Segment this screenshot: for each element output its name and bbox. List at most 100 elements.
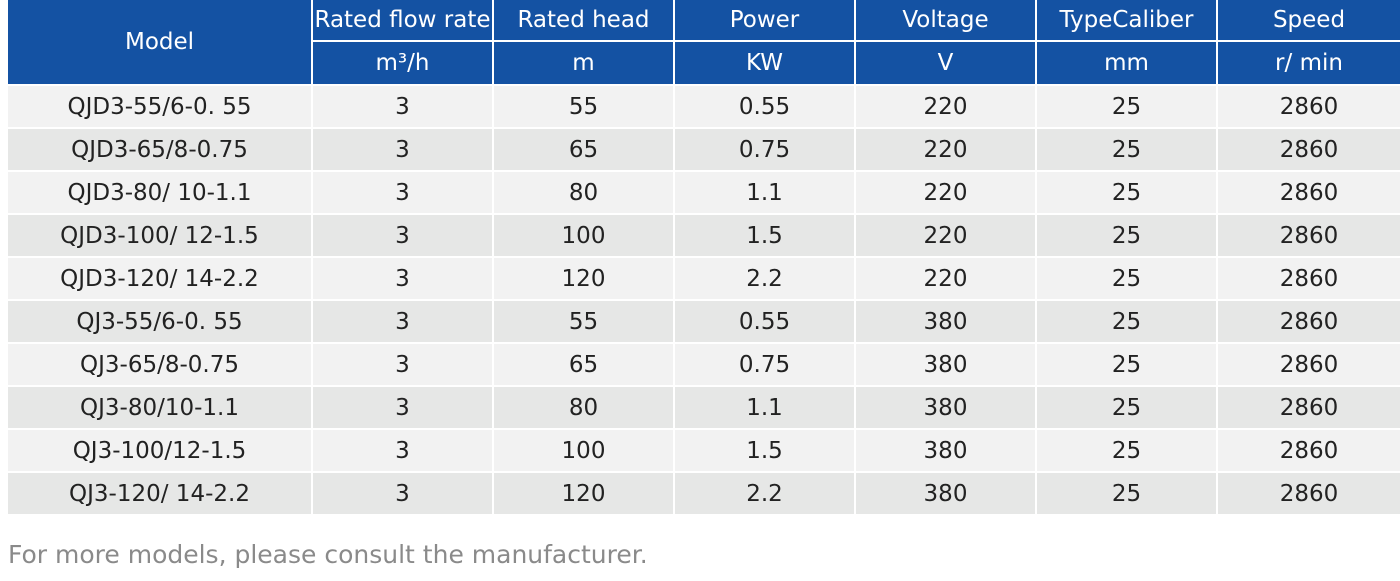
cell-caliber: 25	[1036, 300, 1218, 344]
cell-power: 0.55	[674, 300, 856, 344]
header-rated-head: Rated head	[493, 0, 675, 42]
cell-caliber: 25	[1036, 214, 1218, 258]
cell-speed: 2860	[1217, 300, 1400, 344]
cell-model: QJD3-100/ 12-1.5	[8, 214, 313, 258]
cell-power: 1.5	[674, 429, 856, 473]
cell-head: 55	[493, 300, 675, 344]
cell-speed: 2860	[1217, 429, 1400, 473]
cell-voltage: 220	[855, 214, 1037, 258]
header-type-caliber: TypeCaliber	[1036, 0, 1218, 42]
cell-flow-rate: 3	[312, 472, 494, 516]
cell-voltage: 380	[855, 472, 1037, 516]
table-row: QJD3-65/8-0.75 3 65 0.75 220 25 2860	[8, 128, 1400, 172]
header-speed: Speed	[1217, 0, 1400, 42]
cell-head: 100	[493, 214, 675, 258]
cell-head: 120	[493, 257, 675, 301]
cell-voltage: 220	[855, 257, 1037, 301]
cell-head: 80	[493, 386, 675, 430]
cell-flow-rate: 3	[312, 214, 494, 258]
cell-caliber: 25	[1036, 257, 1218, 301]
unit-voltage: V	[855, 41, 1037, 86]
cell-head: 55	[493, 85, 675, 129]
cell-power: 2.2	[674, 472, 856, 516]
cell-power: 1.1	[674, 171, 856, 215]
header-model: Model	[8, 0, 313, 86]
cell-power: 1.1	[674, 386, 856, 430]
table-row: QJD3-80/ 10-1.1 3 80 1.1 220 25 2860	[8, 171, 1400, 215]
cell-model: QJ3-100/12-1.5	[8, 429, 313, 473]
cell-power: 0.75	[674, 343, 856, 387]
cell-caliber: 25	[1036, 386, 1218, 430]
unit-flow-rate: m³/h	[312, 41, 494, 86]
unit-head: m	[493, 41, 675, 86]
table-row: QJD3-55/6-0. 55 3 55 0.55 220 25 2860	[8, 85, 1400, 129]
header-row-units: m³/h m KW V mm r/ min	[8, 41, 1400, 86]
table-row: QJD3-100/ 12-1.5 3 100 1.5 220 25 2860	[8, 214, 1400, 258]
cell-voltage: 220	[855, 85, 1037, 129]
cell-speed: 2860	[1217, 171, 1400, 215]
table-row: QJ3-100/12-1.5 3 100 1.5 380 25 2860	[8, 429, 1400, 473]
cell-head: 80	[493, 171, 675, 215]
cell-voltage: 380	[855, 386, 1037, 430]
cell-flow-rate: 3	[312, 128, 494, 172]
cell-caliber: 25	[1036, 171, 1218, 215]
cell-head: 100	[493, 429, 675, 473]
cell-model: QJD3-65/8-0.75	[8, 128, 313, 172]
cell-head: 120	[493, 472, 675, 516]
header-rated-flow-rate: Rated flow rate	[312, 0, 494, 42]
cell-voltage: 220	[855, 128, 1037, 172]
table-row: QJ3-80/10-1.1 3 80 1.1 380 25 2860	[8, 386, 1400, 430]
cell-voltage: 380	[855, 429, 1037, 473]
table-body: QJD3-55/6-0. 55 3 55 0.55 220 25 2860 QJD3-65/8…	[8, 85, 1400, 516]
header-voltage: Voltage	[855, 0, 1037, 42]
cell-model: QJD3-80/ 10-1.1	[8, 171, 313, 215]
cell-speed: 2860	[1217, 257, 1400, 301]
table-header: Model Rated flow rate Rated head Power V…	[8, 0, 1400, 86]
cell-flow-rate: 3	[312, 85, 494, 129]
unit-caliber: mm	[1036, 41, 1218, 86]
cell-voltage: 220	[855, 171, 1037, 215]
table-row: QJ3-55/6-0. 55 3 55 0.55 380 25 2860	[8, 300, 1400, 344]
spec-table: Model Rated flow rate Rated head Power V…	[8, 0, 1400, 516]
cell-flow-rate: 3	[312, 429, 494, 473]
cell-model: QJD3-55/6-0. 55	[8, 85, 313, 129]
cell-head: 65	[493, 128, 675, 172]
cell-speed: 2860	[1217, 214, 1400, 258]
cell-speed: 2860	[1217, 386, 1400, 430]
cell-voltage: 380	[855, 343, 1037, 387]
cell-speed: 2860	[1217, 85, 1400, 129]
cell-flow-rate: 3	[312, 386, 494, 430]
cell-model: QJ3-80/10-1.1	[8, 386, 313, 430]
cell-caliber: 25	[1036, 429, 1218, 473]
table-row: QJ3-65/8-0.75 3 65 0.75 380 25 2860	[8, 343, 1400, 387]
cell-flow-rate: 3	[312, 343, 494, 387]
cell-power: 2.2	[674, 257, 856, 301]
cell-flow-rate: 3	[312, 257, 494, 301]
cell-caliber: 25	[1036, 85, 1218, 129]
cell-power: 0.55	[674, 85, 856, 129]
cell-power: 1.5	[674, 214, 856, 258]
table-row: QJD3-120/ 14-2.2 3 120 2.2 220 25 2860	[8, 257, 1400, 301]
table-row: QJ3-120/ 14-2.2 3 120 2.2 380 25 2860	[8, 472, 1400, 516]
unit-power: KW	[674, 41, 856, 86]
cell-model: QJD3-120/ 14-2.2	[8, 257, 313, 301]
cell-speed: 2860	[1217, 343, 1400, 387]
cell-caliber: 25	[1036, 343, 1218, 387]
cell-flow-rate: 3	[312, 171, 494, 215]
cell-voltage: 380	[855, 300, 1037, 344]
cell-caliber: 25	[1036, 472, 1218, 516]
cell-power: 0.75	[674, 128, 856, 172]
footer-note: For more models, please consult the manu…	[8, 540, 648, 569]
cell-model: QJ3-65/8-0.75	[8, 343, 313, 387]
cell-speed: 2860	[1217, 472, 1400, 516]
cell-model: QJ3-120/ 14-2.2	[8, 472, 313, 516]
cell-speed: 2860	[1217, 128, 1400, 172]
cell-head: 65	[493, 343, 675, 387]
cell-caliber: 25	[1036, 128, 1218, 172]
header-power: Power	[674, 0, 856, 42]
unit-speed: r/ min	[1217, 41, 1400, 86]
cell-flow-rate: 3	[312, 300, 494, 344]
header-row-titles: Model Rated flow rate Rated head Power V…	[8, 0, 1400, 86]
cell-model: QJ3-55/6-0. 55	[8, 300, 313, 344]
